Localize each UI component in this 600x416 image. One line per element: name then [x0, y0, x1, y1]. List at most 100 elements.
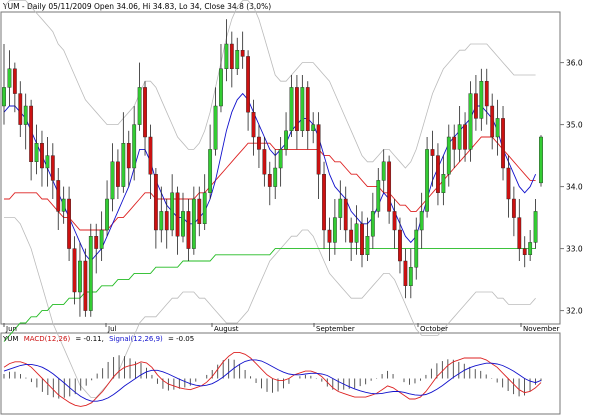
candle-up: [446, 136, 451, 175]
x-tick-label: October: [420, 325, 448, 333]
candle-down: [430, 149, 435, 156]
candle-up: [495, 118, 500, 138]
candle-down: [511, 198, 516, 218]
macd-panel: [0, 332, 561, 415]
y-tick-label: 35.0: [566, 121, 583, 130]
slow-average-line: [4, 136, 536, 231]
candle-up: [105, 198, 109, 231]
candle-down: [403, 260, 408, 286]
candle-down: [452, 136, 457, 150]
candle-down: [490, 105, 495, 138]
candle-down: [50, 155, 55, 181]
candle-down: [398, 229, 402, 262]
candle-up: [354, 223, 359, 243]
candle-up: [45, 155, 50, 169]
candle-up: [99, 229, 104, 249]
candle-down: [12, 68, 17, 94]
candle-up: [332, 217, 337, 243]
candle-down: [229, 43, 234, 69]
candle-up: [533, 211, 538, 243]
candle-up: [224, 43, 229, 69]
candle-down: [175, 192, 180, 237]
candle-up: [191, 198, 196, 249]
macd-legend-symbol: YUM: [2, 335, 18, 343]
signal-line: [3, 359, 542, 402]
candle-down: [506, 167, 511, 200]
candle-up: [121, 142, 126, 187]
candle-up: [202, 192, 207, 225]
candle-up: [2, 87, 6, 107]
candle-down: [72, 248, 77, 293]
x-tick-label: September: [316, 325, 355, 333]
macd-legend-macd-value: = -0.11,: [75, 335, 103, 343]
candle-down: [517, 217, 522, 249]
candle-down: [322, 173, 326, 231]
macd-legend: YUM MACD(12,26) = -0.11, Signal(12,26,9)…: [2, 335, 194, 343]
candle-up: [61, 198, 66, 212]
candle-down: [246, 56, 250, 113]
macd-legend-signal-value: = -0.05: [168, 335, 194, 343]
candle-up: [376, 180, 381, 212]
candle-down: [463, 124, 467, 150]
price-plot: [2, 0, 543, 398]
candle-up: [159, 211, 164, 231]
candle-down: [387, 161, 392, 212]
candle-up: [273, 167, 278, 187]
candle-down: [316, 124, 321, 175]
candle-up: [213, 105, 218, 150]
candle-up: [278, 149, 283, 169]
candle-down: [327, 229, 332, 243]
x-tick-label: Jun: [5, 325, 17, 333]
candle-up: [170, 192, 175, 231]
candle-down: [126, 142, 131, 169]
candle-up: [300, 87, 305, 132]
candle-up: [408, 267, 413, 287]
date-axis: Jun Jul August September October November: [3, 323, 560, 333]
candle-down: [18, 93, 23, 125]
candle-down: [349, 229, 354, 243]
candle-down: [392, 211, 397, 231]
candle-down: [94, 235, 99, 249]
candle-up: [208, 149, 213, 193]
candle-up: [137, 87, 142, 125]
candle-up: [370, 211, 375, 237]
candle-down: [360, 223, 364, 256]
candle-up: [381, 161, 386, 181]
candle-down: [83, 260, 88, 311]
candle-up: [284, 130, 288, 150]
chart-title: YUM - Daily 05/11/2009 Open 34.06, Hi 34…: [2, 2, 271, 11]
candle-down: [484, 80, 489, 107]
candle-down: [251, 111, 256, 138]
candle-down: [148, 136, 153, 175]
candle-up: [468, 93, 473, 150]
candle-down: [29, 105, 34, 162]
candle-down: [267, 173, 272, 187]
candle-down: [67, 198, 71, 249]
candle-up: [88, 235, 93, 311]
candle-down: [143, 87, 147, 138]
candle-up: [414, 229, 419, 268]
candle-up: [338, 198, 343, 218]
candle-down: [164, 211, 169, 231]
candle-up: [110, 161, 115, 200]
candle-down: [40, 142, 44, 169]
y-tick-label: 33.0: [566, 245, 583, 254]
candle-down: [501, 118, 505, 169]
candle-up: [23, 105, 28, 125]
x-tick-label: August: [214, 325, 239, 333]
candle-up: [78, 260, 82, 293]
candle-down: [262, 149, 267, 175]
candle-down: [295, 87, 299, 132]
candle-down: [56, 180, 61, 212]
candle-down: [522, 248, 527, 256]
candle-down: [240, 50, 245, 57]
candle-up: [7, 68, 12, 88]
candle-up: [34, 142, 39, 162]
candle-up: [289, 87, 294, 132]
candle-down: [305, 87, 310, 132]
price-panel: [0, 11, 561, 325]
candle-up: [539, 136, 543, 184]
candle-up: [235, 50, 240, 70]
y-tick-label: 34.0: [566, 183, 583, 192]
x-tick-label: Jul: [107, 325, 117, 333]
